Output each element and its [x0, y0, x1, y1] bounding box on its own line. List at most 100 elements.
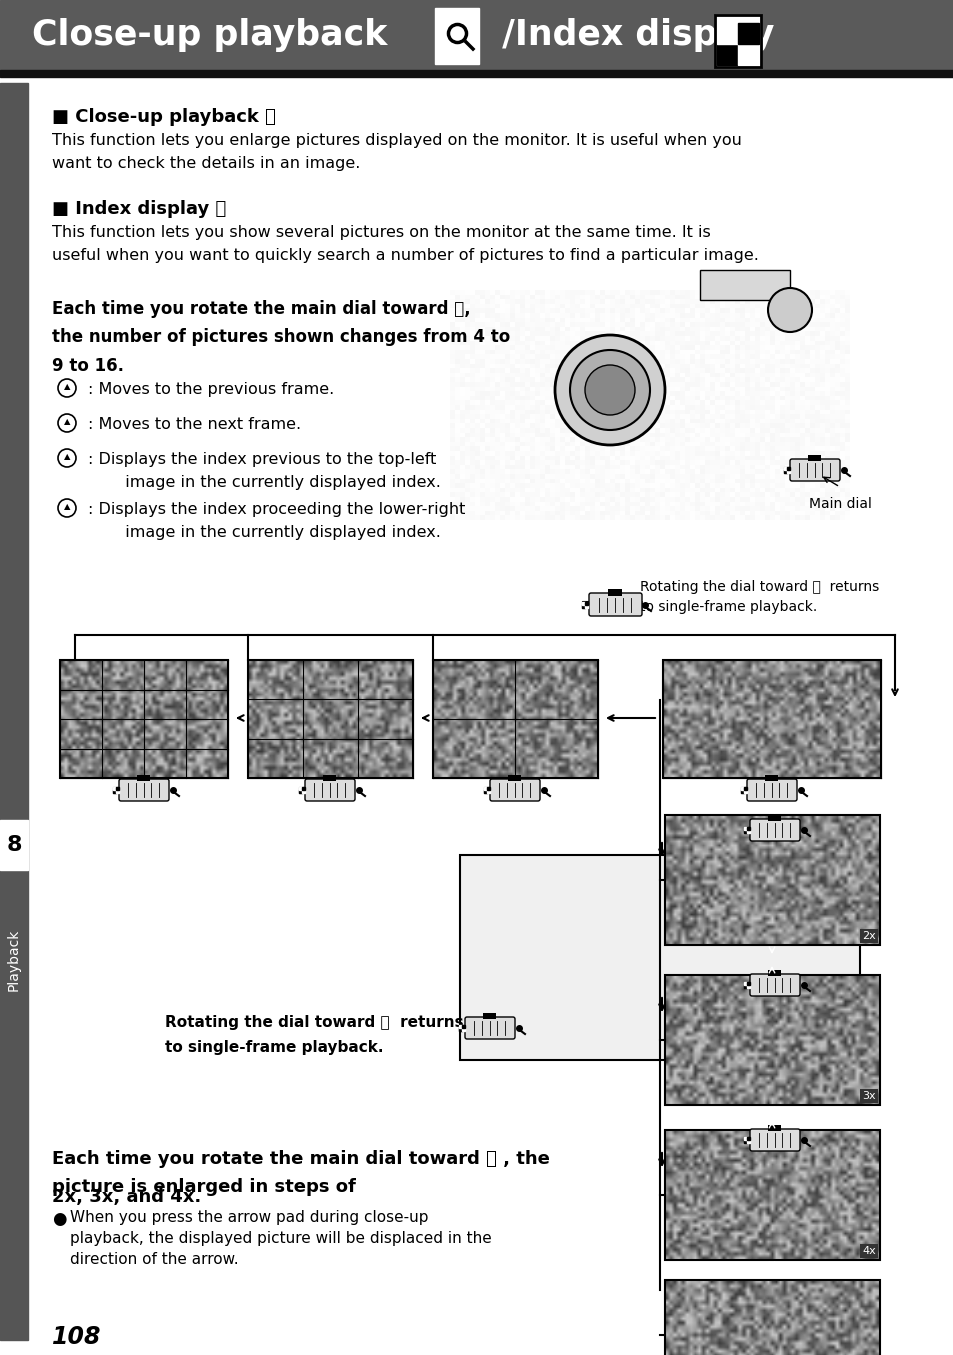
Bar	[743, 831, 746, 833]
Circle shape	[584, 364, 635, 415]
Bar	[714, 15, 760, 66]
Bar	[807, 455, 821, 461]
Text: /Index display: /Index display	[490, 18, 774, 51]
Bar	[607, 589, 621, 596]
Bar	[743, 790, 746, 793]
Bar	[483, 787, 490, 793]
FancyBboxPatch shape	[588, 593, 641, 617]
Bar	[248, 660, 413, 778]
Text: image in the currently displayed index.: image in the currently displayed index.	[115, 524, 440, 541]
Text: 3x: 3x	[862, 1091, 875, 1102]
Text: Each time you rotate the main dial toward ⌕ , the
picture is enlarged in steps o: Each time you rotate the main dial towar…	[52, 1150, 549, 1196]
Text: Rotating the dial toward ⬛  returns: Rotating the dial toward ⬛ returns	[165, 1015, 463, 1030]
Bar	[767, 970, 781, 976]
Text: This function lets you enlarge pictures displayed on the monitor. It is useful w: This function lets you enlarge pictures …	[52, 133, 741, 171]
Text: 2x: 2x	[862, 931, 875, 940]
Bar	[116, 790, 119, 793]
Bar	[746, 827, 749, 831]
Circle shape	[569, 350, 649, 430]
Bar	[584, 602, 587, 604]
Bar	[461, 1028, 464, 1031]
Circle shape	[767, 289, 811, 332]
Text: image in the currently displayed index.: image in the currently displayed index.	[115, 476, 440, 491]
Bar	[298, 787, 305, 793]
Bar	[433, 660, 598, 778]
Bar	[112, 787, 116, 790]
Bar	[483, 790, 486, 793]
Bar	[743, 985, 746, 988]
FancyBboxPatch shape	[305, 779, 355, 801]
Text: 2x, 3x, and 4x.: 2x, 3x, and 4x.	[52, 1188, 201, 1206]
Bar	[60, 660, 228, 778]
Bar	[435, 8, 478, 64]
Bar	[738, 43, 759, 65]
Bar	[137, 775, 150, 780]
Text: Each time you rotate the main dial toward ⬛,
the number of pictures shown change: Each time you rotate the main dial towar…	[52, 299, 510, 375]
FancyBboxPatch shape	[749, 974, 800, 996]
Bar	[700, 270, 789, 299]
Bar	[0, 0, 953, 70]
Text: : Displays the index proceeding the lower-right: : Displays the index proceeding the lowe…	[88, 501, 465, 518]
Text: ▲: ▲	[64, 417, 71, 427]
Bar	[461, 1024, 464, 1028]
Bar	[783, 467, 786, 470]
Bar	[302, 787, 305, 790]
FancyBboxPatch shape	[749, 1129, 800, 1150]
Bar	[581, 602, 588, 608]
Text: 4x: 4x	[862, 1247, 875, 1256]
FancyBboxPatch shape	[789, 459, 840, 481]
Bar	[298, 790, 302, 793]
Bar	[581, 602, 584, 604]
Bar	[743, 1140, 746, 1144]
Text: : Displays the index previous to the top-left: : Displays the index previous to the top…	[88, 453, 436, 467]
Bar	[483, 787, 486, 790]
Text: ■ Index display ⬛: ■ Index display ⬛	[52, 201, 226, 218]
Bar	[783, 467, 789, 473]
Bar	[664, 1280, 879, 1355]
Bar	[767, 1125, 781, 1131]
Bar	[458, 1024, 461, 1028]
Bar	[746, 831, 749, 833]
Polygon shape	[459, 855, 859, 1060]
Bar	[486, 790, 490, 793]
Bar	[664, 976, 879, 1104]
Bar	[786, 467, 789, 470]
Bar	[581, 604, 584, 608]
Bar	[482, 1014, 496, 1019]
Text: ▲: ▲	[64, 453, 71, 462]
Bar	[717, 23, 738, 43]
Bar	[764, 775, 778, 780]
Bar	[664, 1130, 879, 1260]
Bar	[746, 1140, 749, 1144]
Bar	[298, 787, 302, 790]
Bar	[508, 775, 520, 780]
Bar	[743, 787, 746, 790]
Text: ▲: ▲	[64, 382, 71, 392]
Bar	[767, 814, 781, 821]
Bar	[746, 982, 749, 985]
Bar	[743, 1137, 749, 1144]
Text: Main dial: Main dial	[808, 497, 870, 511]
Text: ●: ●	[52, 1210, 67, 1228]
FancyBboxPatch shape	[746, 779, 796, 801]
Bar	[302, 790, 305, 793]
FancyBboxPatch shape	[119, 779, 169, 801]
Bar	[458, 1028, 461, 1031]
Bar	[746, 985, 749, 988]
Bar	[738, 23, 759, 43]
Bar	[746, 1137, 749, 1140]
Bar	[584, 604, 587, 608]
Bar	[0, 83, 28, 1340]
Bar	[112, 787, 119, 793]
Text: ■ Close-up playback ⌕: ■ Close-up playback ⌕	[52, 108, 275, 126]
Bar	[458, 1024, 464, 1031]
Bar	[743, 827, 749, 833]
Text: 8: 8	[7, 835, 22, 855]
Text: Rotating the dial toward ⌕  returns
to single-frame playback.: Rotating the dial toward ⌕ returns to si…	[639, 580, 879, 614]
Bar	[743, 982, 746, 985]
Bar	[486, 787, 490, 790]
FancyBboxPatch shape	[464, 1018, 515, 1039]
Bar	[740, 787, 746, 793]
Text: 108: 108	[52, 1325, 101, 1350]
Bar	[116, 787, 119, 790]
